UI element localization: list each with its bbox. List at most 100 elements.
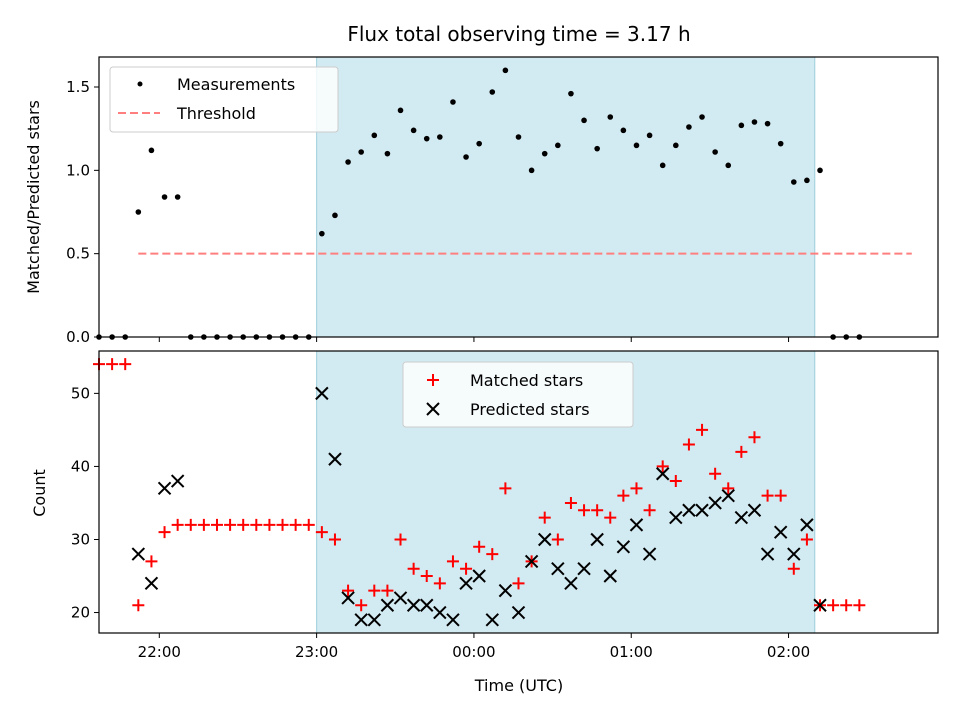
bottom-legend-frame (402, 361, 634, 428)
legend-matched-label: Matched stars (470, 371, 583, 390)
measurement-point (148, 147, 155, 154)
matched-star-point (224, 518, 237, 531)
matched-star-point (328, 533, 341, 546)
matched-star-point (368, 584, 381, 597)
measurement-point (528, 167, 535, 174)
matched-star-point (106, 358, 119, 371)
matched-star-point (774, 489, 787, 502)
x-tick-label: 22:00 (138, 643, 181, 661)
predicted-star-point (459, 576, 473, 591)
matched-star-point (289, 518, 302, 531)
matched-star-point (145, 555, 158, 568)
predicted-star-point (367, 613, 382, 627)
top-y-axis-label: Matched/Predicted stars (24, 100, 43, 294)
matched-star-point (394, 533, 407, 546)
predicted-star-point (590, 532, 604, 547)
predicted-star-point (144, 576, 159, 591)
matched-star-point (564, 496, 577, 509)
matched-star-point (591, 504, 604, 517)
measurement-point (607, 114, 614, 120)
y-tick-label: 50 (71, 384, 90, 402)
matched-star-point (184, 518, 197, 531)
predicted-star-point (787, 547, 801, 561)
matched-star-point (604, 511, 617, 524)
predicted-star-point (511, 605, 526, 620)
bottom-y-axis-label: Count (30, 469, 49, 517)
matched-star-point (630, 482, 643, 495)
predicted-star-point (655, 467, 670, 481)
predicted-star-point (170, 474, 185, 488)
predicted-star-point (760, 547, 775, 561)
predicted-star-point (157, 481, 172, 496)
predicted-star-point (538, 532, 552, 547)
measurement-point (489, 89, 496, 95)
legend-threshold-label: Threshold (176, 104, 256, 123)
matched-star-point (748, 431, 761, 444)
predicted-star-point (131, 547, 146, 561)
bottom-panel: 20 30 40 50 22:00 23:00 00:00 01:00 02:00 Count… (30, 350, 939, 695)
predicted-star-point (629, 518, 644, 532)
measurement-point (555, 142, 561, 149)
measurement-point (345, 159, 351, 165)
predicted-star-point (420, 598, 434, 612)
measurement-point (450, 99, 456, 105)
matched-star-point (276, 518, 289, 531)
matched-star-point (119, 358, 132, 371)
shaded-interval (316, 56, 816, 338)
measurement-point (764, 120, 771, 127)
measurement-point (751, 119, 758, 125)
chart-title: Flux total observing time = 3.17 h (347, 22, 690, 46)
measurement-point (410, 127, 417, 134)
matched-star-point (315, 526, 328, 539)
matched-star-point (381, 584, 394, 597)
measurement-point (423, 135, 430, 142)
matched-star-point (171, 518, 184, 531)
predicted-star-point (800, 518, 814, 532)
predicted-star-point (682, 503, 696, 517)
matched-star-point (551, 533, 564, 546)
matched-star-point (578, 504, 591, 517)
measurement-point (502, 67, 509, 74)
y-tick-label: 1.0 (66, 161, 90, 179)
matched-star-point (342, 584, 355, 597)
measurement-point (594, 145, 600, 152)
matched-star-point (499, 482, 512, 495)
measurement-point (777, 140, 784, 147)
measurement-point (620, 127, 627, 134)
predicted-star-point (813, 598, 827, 612)
predicted-star-point (577, 562, 591, 576)
measurement-point (712, 149, 718, 155)
predicted-star-point (380, 598, 395, 612)
x-tick-label: 23:00 (295, 643, 338, 661)
legend-measurements-label: Measurements (177, 75, 295, 94)
predicted-star-point (498, 583, 513, 598)
matched-star-point (643, 504, 656, 517)
measurement-point (541, 150, 548, 157)
y-tick-label: 1.5 (66, 78, 90, 96)
top-axes-frame (98, 56, 939, 338)
measurement-point (463, 154, 469, 160)
matched-star-point (696, 423, 709, 436)
bottom-legend: Matched stars Predicted stars (402, 361, 634, 428)
measurement-point (686, 124, 692, 130)
measurement-point (659, 162, 666, 169)
matched-star-point (682, 438, 695, 451)
measurement-point (437, 134, 443, 140)
top-x-ticks (158, 337, 790, 342)
legend-predicted-label: Predicted stars (470, 400, 590, 419)
measurement-point (568, 90, 574, 97)
matched-star-point (538, 511, 551, 524)
matched-star-point (486, 548, 499, 561)
top-plot-marks (96, 67, 912, 340)
matched-star-point (722, 482, 735, 495)
measurement-point (174, 194, 181, 200)
matched-star-point (617, 489, 630, 502)
top-shaded-region (316, 56, 816, 338)
predicted-star-point (747, 503, 762, 517)
predicted-star-point (393, 591, 408, 605)
x-tick-label: 00:00 (452, 643, 495, 661)
matched-star-point (355, 599, 368, 612)
measurement-point (738, 122, 745, 129)
legend-matched-marker (427, 374, 439, 386)
